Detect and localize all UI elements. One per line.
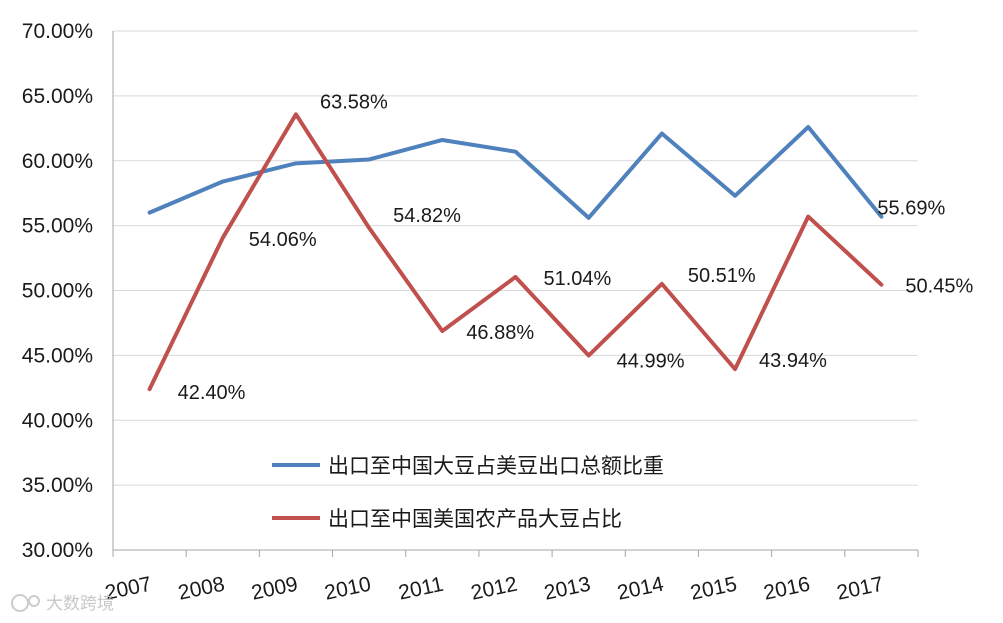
x-tick-label: 2008 bbox=[176, 573, 226, 605]
data-label: 54.06% bbox=[249, 229, 317, 251]
data-labels: 55.69% 42.40% 54.06% 63.58% 54.82% 46.88% 51.0… bbox=[178, 91, 974, 404]
y-axis-ticks: 30.00% 35.00% 40.00% 45.00% 50.00% 55.00% 60.0… bbox=[22, 20, 93, 562]
x-axis-ticks: 2007 2008 2009 2010 2011 2012 2013 2014 2015 2016… bbox=[103, 572, 885, 604]
y-tick-label: 65.00% bbox=[22, 85, 93, 108]
x-tick-label: 2016 bbox=[762, 573, 812, 605]
x-tick-label: 2011 bbox=[396, 573, 445, 605]
y-tick-label: 40.00% bbox=[22, 409, 93, 432]
data-label: 42.40% bbox=[178, 382, 246, 404]
data-label: 44.99% bbox=[617, 351, 685, 373]
y-tick-label: 35.00% bbox=[22, 474, 93, 497]
y-tick-label: 55.00% bbox=[22, 215, 93, 238]
data-label: 43.94% bbox=[759, 350, 827, 372]
gridlines bbox=[113, 30, 918, 486]
series-lines bbox=[147, 112, 884, 392]
data-label: 63.58% bbox=[320, 91, 388, 113]
data-label: 50.51% bbox=[688, 265, 756, 287]
axes bbox=[112, 31, 919, 557]
series-line-2 bbox=[147, 112, 884, 392]
y-tick-label: 70.00% bbox=[22, 20, 93, 43]
logo-icon bbox=[11, 594, 40, 612]
data-label: 54.82% bbox=[393, 205, 461, 227]
x-tick-label: 2015 bbox=[688, 573, 738, 605]
data-label: 55.69% bbox=[877, 198, 945, 220]
y-tick-label: 50.00% bbox=[22, 280, 93, 303]
data-label: 51.04% bbox=[544, 268, 612, 290]
data-label: 50.45% bbox=[905, 276, 973, 298]
x-tick-label: 2017 bbox=[835, 573, 885, 605]
x-tick-label: 2012 bbox=[469, 573, 519, 605]
watermark: 大数跨境 bbox=[11, 594, 114, 614]
data-label: 46.88% bbox=[466, 322, 534, 344]
series-line-1 bbox=[147, 125, 884, 220]
x-tick-label: 2014 bbox=[615, 572, 666, 604]
x-tick-label: 2009 bbox=[249, 573, 299, 605]
y-tick-label: 60.00% bbox=[22, 150, 93, 173]
x-tick-label: 2010 bbox=[323, 573, 373, 605]
legend-entry: 出口至中国美国农产品大豆占比 bbox=[328, 507, 622, 531]
watermark-text: 大数跨境 bbox=[46, 594, 114, 614]
x-tick-label: 2013 bbox=[542, 573, 592, 605]
y-tick-label: 30.00% bbox=[22, 539, 93, 562]
legend-entry: 出口至中国大豆占美豆出口总额比重 bbox=[328, 454, 664, 478]
y-tick-label: 45.00% bbox=[22, 344, 93, 367]
